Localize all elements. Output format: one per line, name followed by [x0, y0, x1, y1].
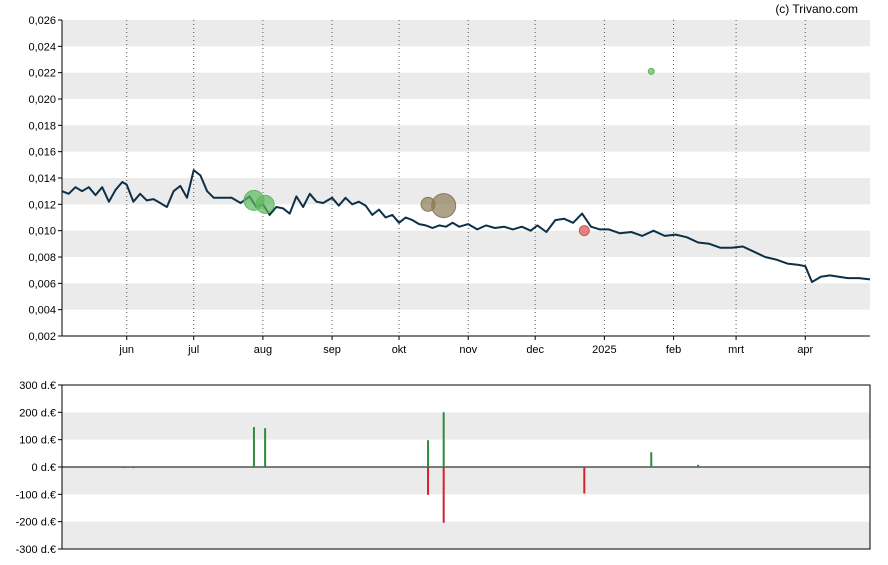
x-tick-label: feb: [666, 344, 681, 356]
buy-bar: [252, 427, 255, 467]
sell-bar: [442, 467, 445, 523]
y-tick-label: 0,006: [28, 278, 56, 290]
buy-bar: [697, 464, 700, 467]
x-tick-label: 2025: [592, 344, 616, 356]
y-tick-label: 300 d.€: [19, 380, 56, 392]
y-tick-label: 100 d.€: [19, 435, 56, 447]
price-line: [61, 169, 871, 283]
y-tick-label: 0,026: [28, 15, 56, 27]
x-tick-label: sep: [323, 344, 341, 356]
y-tick-label: 0,010: [28, 226, 56, 238]
x-tick-label: nov: [459, 344, 477, 356]
grid-band: [62, 72, 870, 99]
y-tick-label: -300 d.€: [16, 544, 56, 556]
sell-marker: [578, 225, 590, 237]
y-tick-label: -100 d.€: [16, 489, 56, 501]
x-tick-label: dec: [526, 344, 544, 356]
x-tick-label: okt: [392, 344, 407, 356]
y-tick-label: 200 d.€: [19, 407, 56, 419]
x-tick-label: apr: [797, 344, 813, 356]
buy-marker: [647, 67, 655, 75]
x-tick-label: jun: [118, 344, 134, 356]
y-tick-label: 0,022: [28, 68, 56, 80]
price-panel: 0,002 0,004 0,006 0,008 0,010 0,012 0,014 0,016…: [28, 2, 871, 356]
grid-band: [62, 20, 870, 47]
sell-bar: [123, 467, 126, 468]
y-tick-label: 0,024: [28, 41, 56, 53]
y-tick-label: 0 d.€: [32, 462, 56, 474]
grid-band: [62, 521, 870, 549]
y-tick-label: -200 d.€: [16, 517, 56, 529]
sell-bar: [427, 467, 430, 495]
buy-bar: [650, 452, 653, 467]
grid-band: [62, 230, 870, 257]
buy-marker: [255, 194, 275, 214]
buy-bar: [264, 428, 267, 467]
volume-panel: 300 d.€ 200 d.€ 100 d.€ 0 d.€ -100 d.€ -200 d…: [16, 380, 871, 556]
grid-band: [62, 412, 870, 440]
y-tick-label: 0,002: [28, 331, 56, 343]
buy-bar: [442, 412, 445, 467]
y-tick-label: 0,018: [28, 120, 56, 132]
x-tick-label: aug: [254, 344, 272, 356]
y-tick-label: 0,016: [28, 147, 56, 159]
big-marker: [431, 193, 457, 219]
grid-band: [62, 178, 870, 205]
y-tick-label: 0,014: [28, 173, 56, 185]
y-tick-label: 0,020: [28, 94, 56, 106]
credit-label: (c) Trivano.com: [775, 2, 858, 16]
y-tick-label: 0,008: [28, 252, 56, 264]
x-tick-label: mrt: [728, 344, 744, 356]
sell-bar: [583, 467, 586, 494]
buy-bar: [427, 440, 430, 467]
x-tick-label: jul: [187, 344, 199, 356]
sell-bar: [132, 467, 135, 468]
y-tick-label: 0,012: [28, 199, 56, 211]
y-tick-label: 0,004: [28, 305, 56, 317]
grid-band: [62, 283, 870, 310]
grid-band: [62, 125, 870, 152]
grid-band: [62, 467, 870, 495]
